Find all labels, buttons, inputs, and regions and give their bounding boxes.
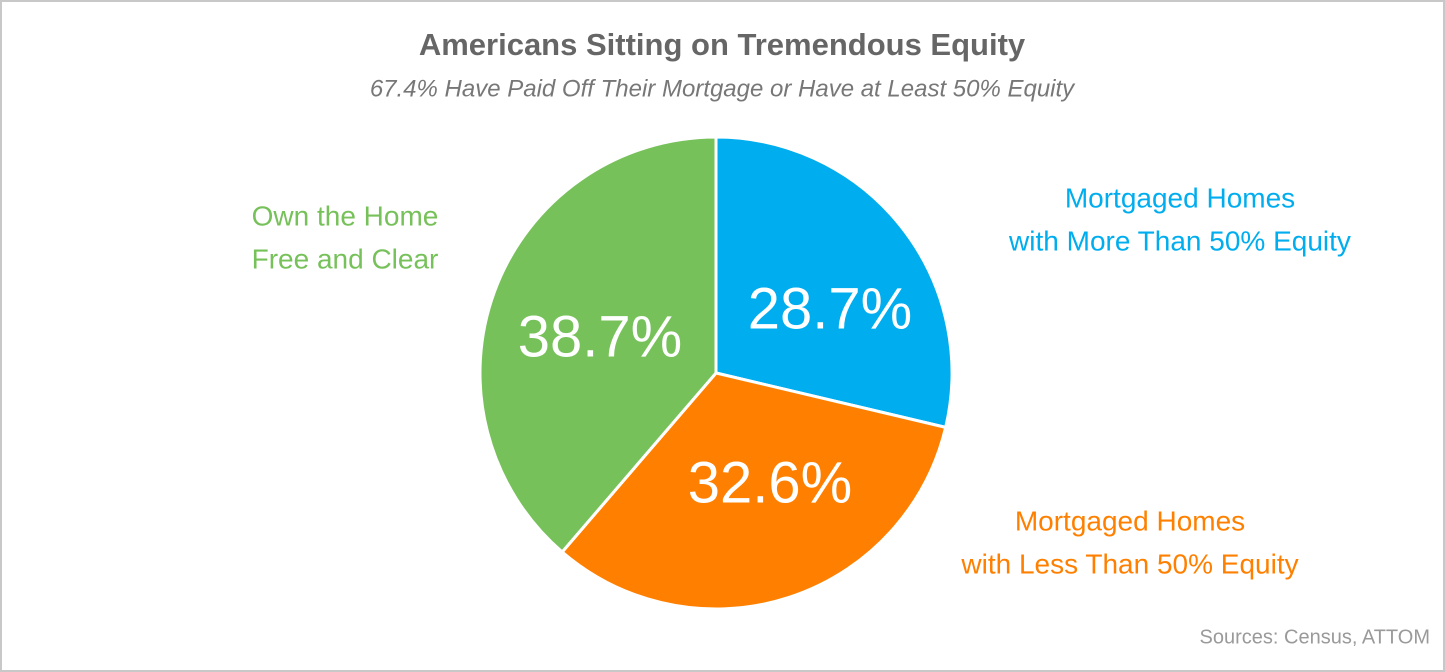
category-label: Free and Clear (252, 243, 439, 274)
category-label: Own the Home (252, 200, 439, 231)
pie-slice (560, 371, 948, 611)
value-label: 38.7% (518, 304, 682, 369)
category-label: Mortgaged Homes (1015, 505, 1245, 536)
value-label: 32.6% (688, 450, 852, 515)
source-note: Sources: Census, ATTOM (1200, 626, 1430, 648)
category-label: with Less Than 50% Equity (960, 548, 1298, 579)
pie-slice (714, 135, 954, 430)
value-label: 28.7% (748, 276, 912, 341)
category-label: with More Than 50% Equity (1008, 225, 1351, 256)
chart-title: Americans Sitting on Tremendous Equity (419, 27, 1026, 62)
category-label: Mortgaged Homes (1065, 182, 1295, 213)
chart-subtitle: 67.4% Have Paid Off Their Mortgage or Ha… (370, 75, 1076, 102)
pie-slice (478, 135, 718, 555)
